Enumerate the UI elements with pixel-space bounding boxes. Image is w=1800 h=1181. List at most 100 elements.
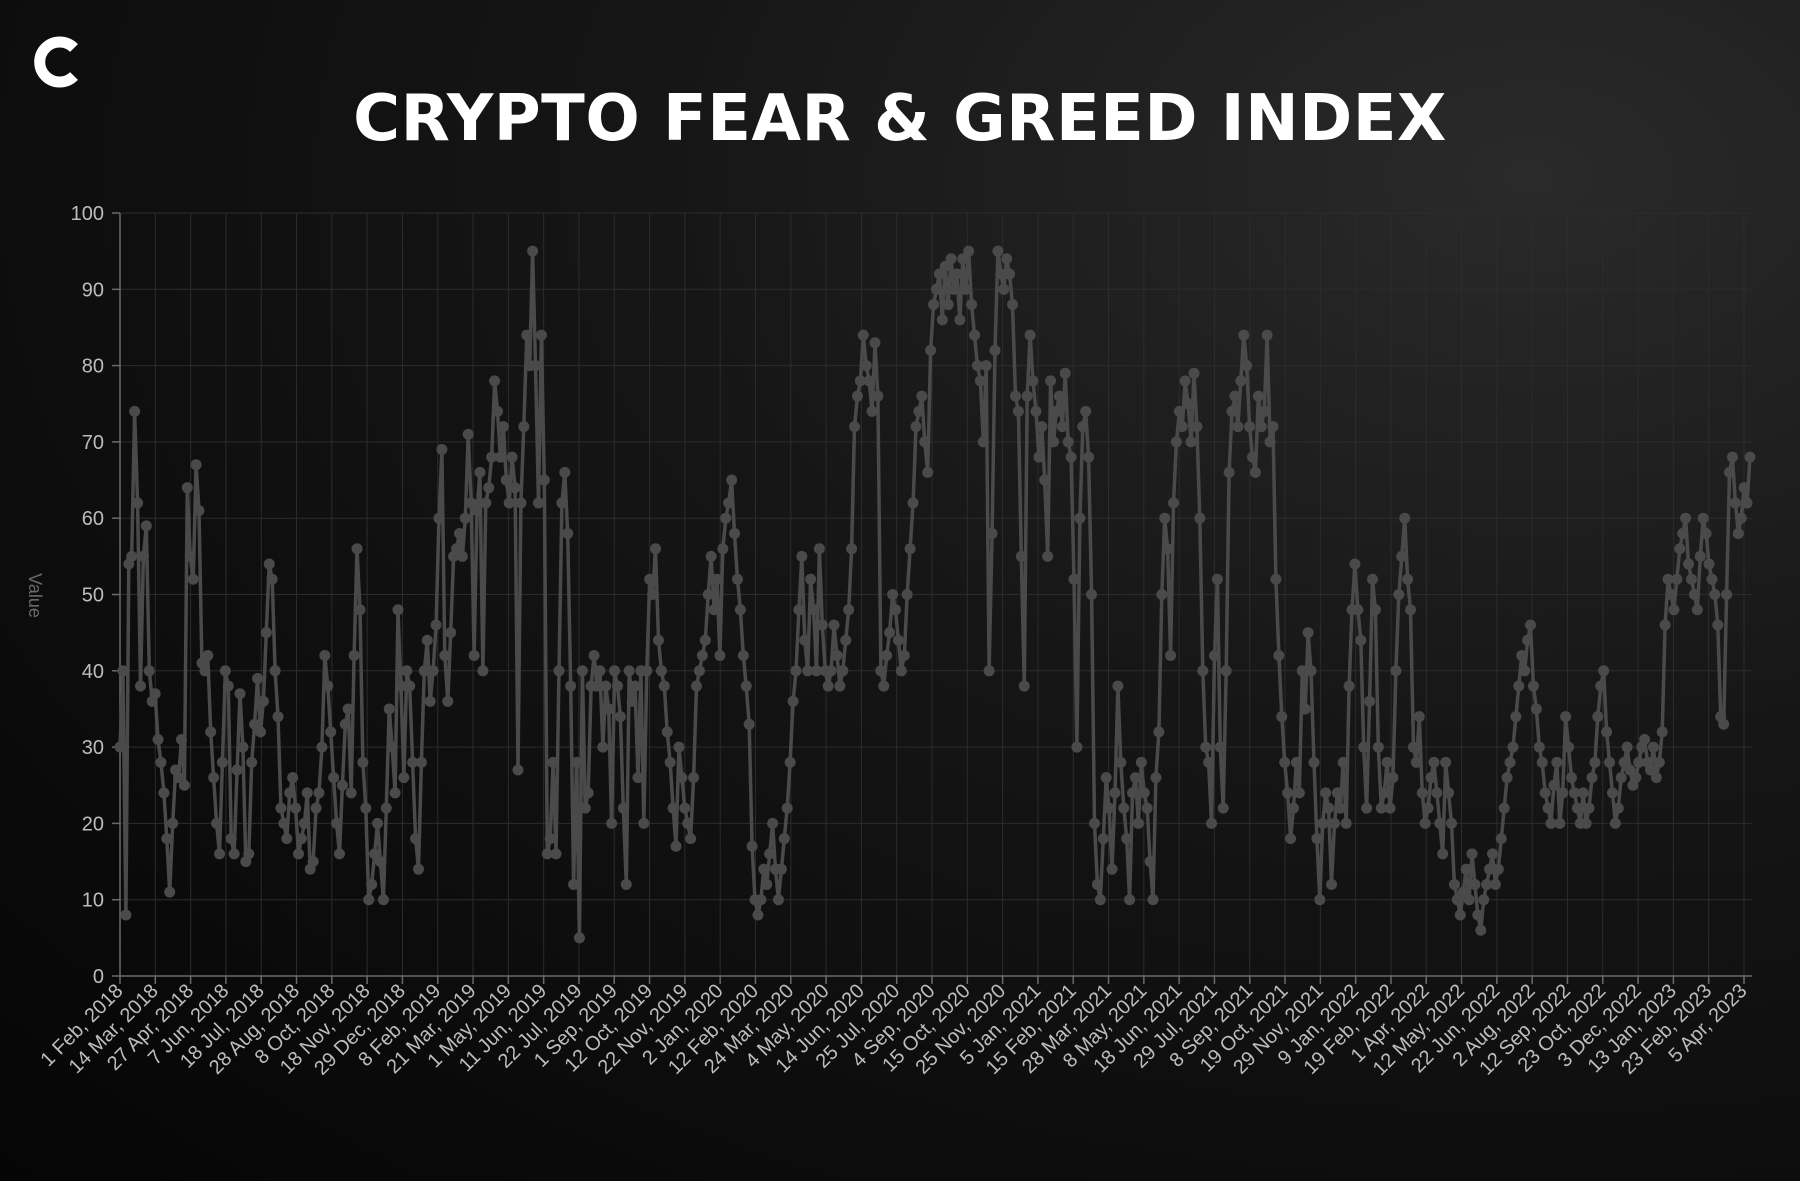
data-point [731, 573, 743, 585]
y-tick-label: 30 [82, 737, 104, 759]
data-point [1323, 802, 1335, 814]
data-point [1407, 741, 1419, 753]
data-point [1463, 894, 1475, 906]
data-point [1548, 779, 1560, 791]
data-point [430, 619, 442, 631]
data-point [149, 688, 161, 700]
data-point [310, 802, 322, 814]
data-point [1621, 741, 1633, 753]
data-point [178, 779, 190, 791]
data-point [676, 772, 688, 784]
data-point [904, 543, 916, 555]
data-point [1282, 787, 1294, 799]
data-point [134, 680, 146, 692]
data-point [395, 680, 407, 692]
data-point [1589, 756, 1601, 768]
data-point [1486, 848, 1498, 860]
data-point [1296, 665, 1308, 677]
data-point [544, 833, 556, 845]
data-point [655, 665, 667, 677]
data-point [734, 604, 746, 616]
data-point [1097, 833, 1109, 845]
data-point [603, 703, 615, 715]
chart-title: CRYPTO FEAR & GREED INDEX [353, 82, 1447, 156]
data-point [1235, 375, 1247, 387]
data-point [854, 375, 866, 387]
data-point [796, 550, 808, 562]
data-point [175, 733, 187, 745]
data-point [1021, 390, 1033, 402]
data-point [1396, 550, 1408, 562]
data-point [851, 390, 863, 402]
data-point [1709, 589, 1721, 600]
data-point [1124, 894, 1136, 906]
data-point [743, 718, 755, 730]
data-point [237, 741, 249, 753]
data-point [140, 520, 152, 532]
data-point [1229, 390, 1241, 402]
data-point [1583, 802, 1595, 814]
data-point [875, 665, 887, 677]
data-point [1425, 772, 1437, 784]
coin-logo-icon [32, 34, 88, 90]
data-point [1293, 787, 1305, 799]
data-point [1264, 436, 1276, 448]
data-point [881, 650, 893, 662]
data-point [1729, 497, 1741, 509]
data-point [1156, 589, 1168, 600]
data-point [1551, 756, 1563, 768]
data-point [357, 756, 369, 768]
data-point [922, 466, 934, 478]
data-point [1586, 772, 1598, 784]
data-point [193, 505, 205, 517]
data-point [1232, 421, 1244, 433]
data-point [1279, 756, 1291, 768]
data-point [468, 650, 480, 662]
data-point [1489, 878, 1501, 890]
data-point [465, 497, 477, 509]
data-point [614, 711, 626, 723]
data-point [1270, 573, 1282, 585]
data-point [1633, 756, 1645, 768]
data-point [889, 604, 901, 616]
data-point [1598, 665, 1610, 677]
data-point [418, 665, 430, 677]
data-point [249, 718, 261, 730]
data-point [919, 436, 931, 448]
data-point [626, 695, 638, 707]
data-point [682, 817, 694, 829]
data-point [1100, 772, 1112, 784]
data-point [685, 833, 697, 845]
data-point [500, 474, 512, 486]
data-point [412, 863, 424, 875]
data-point [673, 741, 685, 753]
data-point [351, 543, 363, 555]
data-point [565, 680, 577, 692]
data-point [1372, 741, 1384, 753]
data-point [114, 741, 126, 753]
data-point [1355, 634, 1367, 646]
data-point [257, 695, 269, 707]
data-point [1127, 787, 1139, 799]
data-point [1349, 558, 1361, 570]
data-point [1033, 451, 1045, 463]
data-point [1326, 878, 1338, 890]
data-point [1150, 772, 1162, 784]
data-point [374, 856, 386, 868]
data-point [910, 421, 922, 433]
data-point [1501, 772, 1513, 784]
data-point [679, 802, 691, 814]
data-point [1481, 878, 1493, 890]
data-point [928, 299, 940, 311]
data-point [1188, 367, 1200, 379]
data-point [1255, 421, 1267, 433]
data-point [857, 329, 869, 341]
data-point [1504, 756, 1516, 768]
data-point [1685, 573, 1697, 585]
data-point [410, 833, 422, 845]
data-point [313, 787, 325, 799]
data-point [339, 718, 351, 730]
data-point [1469, 878, 1481, 890]
data-point [729, 527, 741, 539]
data-point [363, 894, 375, 906]
